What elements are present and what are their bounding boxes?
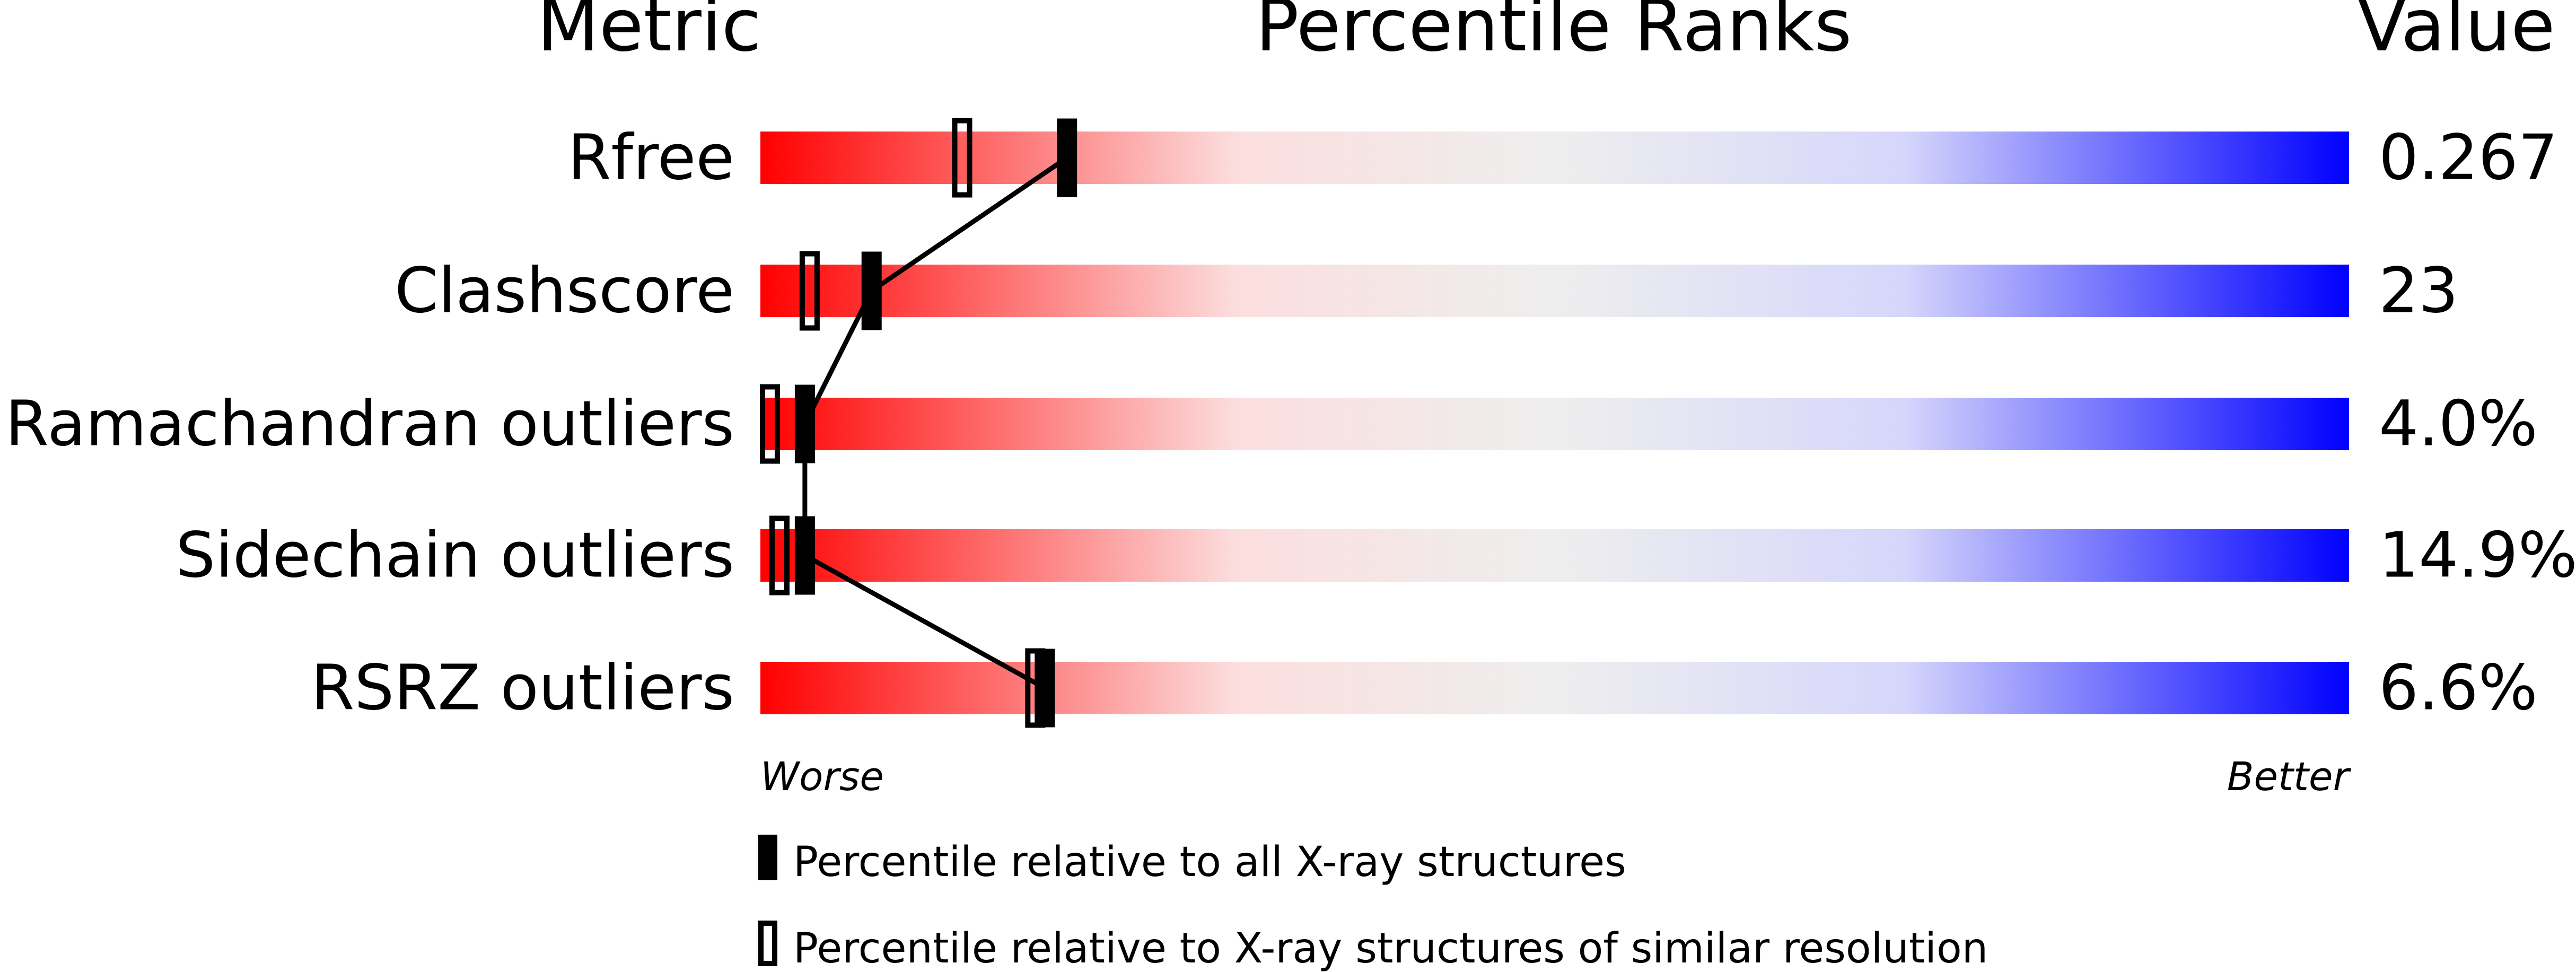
metric-label: Rfree bbox=[567, 121, 734, 194]
percentile-bar bbox=[760, 662, 2349, 714]
legend-open-marker bbox=[758, 921, 777, 966]
marker-all-structures bbox=[794, 516, 815, 595]
percentile-bar bbox=[760, 398, 2349, 450]
marker-similar-resolution bbox=[952, 118, 972, 198]
metric-value: 0.267 bbox=[2379, 121, 2558, 194]
metric-label: Ramachandran outliers bbox=[5, 387, 734, 460]
metric-value: 6.6% bbox=[2379, 651, 2538, 724]
header-metric: Metric bbox=[537, 0, 761, 68]
marker-similar-resolution bbox=[769, 515, 790, 596]
metric-label: Clashscore bbox=[395, 254, 734, 327]
legend-label-all: Percentile relative to all X-ray structu… bbox=[793, 838, 1626, 886]
metric-value: 14.9% bbox=[2379, 519, 2576, 592]
axis-label-worse: Worse bbox=[760, 754, 884, 800]
marker-all-structures bbox=[1035, 649, 1055, 728]
metric-label: Sidechain outliers bbox=[176, 519, 734, 592]
legend-filled-marker bbox=[758, 835, 777, 880]
percentile-bar bbox=[760, 529, 2349, 582]
marker-all-structures bbox=[794, 384, 815, 463]
metric-value: 23 bbox=[2379, 254, 2458, 327]
marker-all-structures bbox=[861, 251, 882, 330]
percentile-bar bbox=[760, 132, 2349, 184]
axis-label-better: Better bbox=[2227, 754, 2352, 800]
metric-label: RSRZ outliers bbox=[311, 651, 734, 724]
header-percentile: Percentile Ranks bbox=[1256, 0, 1852, 68]
header-value: Value bbox=[2357, 0, 2555, 68]
marker-all-structures bbox=[1057, 118, 1077, 197]
legend-label-similar: Percentile relative to X-ray structures … bbox=[793, 925, 1988, 972]
marker-similar-resolution bbox=[799, 251, 820, 331]
marker-similar-resolution bbox=[759, 384, 780, 464]
percentile-bar bbox=[760, 265, 2349, 317]
metric-value: 4.0% bbox=[2379, 387, 2538, 460]
